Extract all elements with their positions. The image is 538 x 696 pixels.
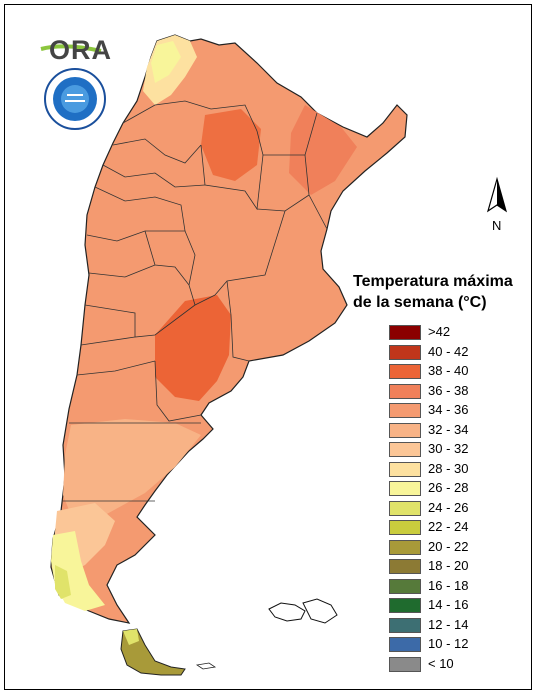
legend-item: 18 - 20 (351, 557, 521, 577)
legend-swatch (389, 344, 421, 360)
legend-swatch (389, 637, 421, 652)
legend-label: 40 - 42 (428, 343, 469, 359)
legend-item: 20 - 22 (351, 538, 521, 558)
legend-swatch (389, 422, 421, 438)
argentina-temperature-map (40, 34, 508, 676)
legend-label: 34 - 36 (428, 402, 469, 417)
malvinas-islands (268, 598, 338, 624)
legend-label: 14 - 16 (428, 597, 469, 612)
legend-swatch (389, 325, 421, 340)
legend-swatch (389, 481, 421, 496)
legend-label: < 10 (428, 655, 454, 671)
legend-item: 40 - 42 (351, 343, 521, 363)
legend-label: 18 - 20 (428, 558, 469, 573)
isla-estados (195, 662, 217, 670)
legend-item: 22 - 24 (351, 518, 521, 538)
hot-zone-northeast (289, 105, 357, 195)
legend-swatch (389, 598, 421, 613)
legend-title-line2: de la semana (°C) (353, 294, 487, 311)
legend-label: 28 - 30 (428, 460, 469, 476)
legend-swatch (389, 559, 421, 574)
greenish-zone-andes-south (55, 565, 71, 599)
legend-label: 26 - 28 (428, 480, 469, 495)
legend-label: 10 - 12 (428, 636, 469, 651)
legend-item: 16 - 18 (351, 577, 521, 597)
legend-item: 36 - 38 (351, 382, 521, 402)
legend-swatch (389, 656, 421, 672)
legend-item: 30 - 32 (351, 440, 521, 460)
legend-item: 12 - 14 (351, 616, 521, 636)
province-boundaries (63, 100, 328, 502)
legend-swatch (389, 364, 421, 379)
legend-item: 32 - 34 (351, 421, 521, 441)
legend-swatch (389, 403, 421, 418)
legend-swatch (389, 383, 421, 399)
hot-zone-center (155, 295, 231, 401)
map-frame: ORA N Temperatura máxima de la semana (°… (4, 4, 532, 690)
legend-label: 24 - 26 (428, 499, 469, 515)
legend-item: 38 - 40 (351, 362, 521, 382)
legend-swatch (389, 539, 421, 555)
legend-item: 28 - 30 (351, 460, 521, 480)
legend-label: 36 - 38 (428, 382, 469, 398)
legend-item: >42 (351, 323, 521, 343)
legend-swatch (389, 500, 421, 516)
legend-swatch (389, 617, 421, 633)
legend-title-line1: Temperatura máxima (353, 273, 513, 290)
north-label: N (492, 218, 502, 233)
legend-title: Temperatura máxima de la semana (°C) (353, 271, 521, 313)
ora-logo-swoosh-icon (40, 44, 102, 53)
legend-swatch (389, 442, 421, 457)
legend-item: 24 - 26 (351, 499, 521, 519)
legend-item: 26 - 28 (351, 479, 521, 499)
tierra-del-fuego-north (123, 629, 139, 645)
legend-label: 38 - 40 (428, 363, 469, 378)
legend-item: 34 - 36 (351, 401, 521, 421)
legend-label: 30 - 32 (428, 441, 469, 456)
legend-label: 22 - 24 (428, 519, 469, 534)
legend-label: 32 - 34 (428, 421, 469, 437)
legend-item: < 10 (351, 655, 521, 675)
legend-label: 12 - 14 (428, 616, 469, 632)
yellow-zone-northwest (151, 41, 181, 83)
legend-swatch (389, 520, 421, 535)
hot-zone-north (201, 109, 261, 181)
legend-swatch (389, 461, 421, 477)
legend-label: >42 (428, 324, 451, 339)
legend: Temperatura máxima de la semana (°C) >42… (351, 271, 521, 674)
legend-label: 20 - 22 (428, 538, 469, 554)
legend-label: 16 - 18 (428, 577, 469, 593)
warm-zone-south (63, 419, 201, 525)
legend-item: 14 - 16 (351, 596, 521, 616)
smn-seal-icon (44, 68, 106, 130)
legend-rows: >42 40 - 42 38 - 40 36 - 38 34 - 36 32 - 34 30… (351, 323, 521, 674)
ora-logo: ORA (49, 35, 112, 65)
legend-item: 10 - 12 (351, 635, 521, 655)
north-arrow-icon (486, 176, 508, 213)
legend-swatch (389, 578, 421, 594)
